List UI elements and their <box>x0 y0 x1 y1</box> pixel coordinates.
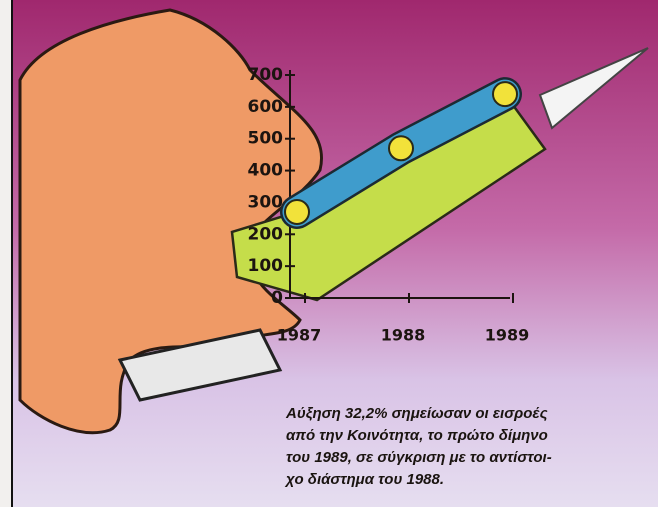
y-tick-label: 300 <box>248 192 284 212</box>
y-tick-label: 100 <box>248 256 284 276</box>
point <box>493 82 517 106</box>
y-tick-label: 0 <box>271 288 283 308</box>
chart: 0 100 200 300 400 500 600 700 1987 1988 1989 Αύξησ… <box>0 0 658 507</box>
y-tick-label: 700 <box>248 65 284 85</box>
page: {"chart_data": {"type": "line", "categor… <box>0 0 658 507</box>
note-line: από την Κοινότητα, το πρώτο δίμηνο <box>286 427 548 444</box>
point <box>285 200 309 224</box>
page-margin <box>0 0 12 507</box>
x-tick-label: 1988 <box>381 326 426 345</box>
note-line: του 1989, σε σύγκριση με το αντίστοι- <box>286 449 552 466</box>
y-tick-label: 400 <box>248 161 284 181</box>
x-tick-label: 1987 <box>277 326 322 345</box>
point <box>389 136 413 160</box>
y-tick-label: 600 <box>248 97 284 117</box>
note-line: χο διάστημα του 1988. <box>284 471 444 488</box>
note-line: Αύξηση 32,2% σημείωσαν οι εισροές <box>285 405 548 422</box>
x-tick-label: 1989 <box>485 326 530 345</box>
y-tick-label: 500 <box>248 129 284 149</box>
y-tick-label: 200 <box>248 224 284 244</box>
